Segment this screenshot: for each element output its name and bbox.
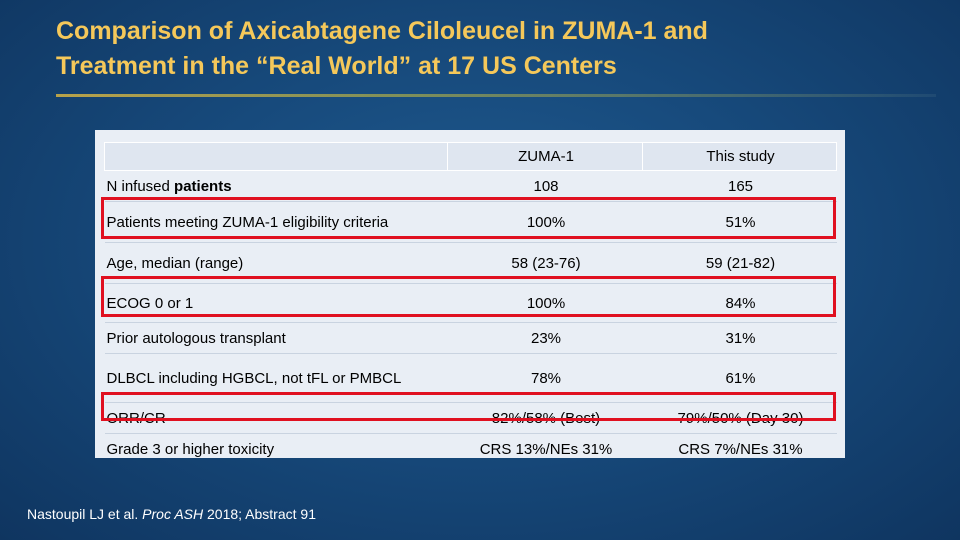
header-blank [104, 142, 448, 171]
highlight-box-orr [101, 392, 836, 421]
citation-details: 2018; Abstract 91 [203, 506, 316, 522]
cell-this-study: 165 [642, 170, 837, 202]
table-row: N infused patients 108 165 [104, 170, 837, 202]
cell-zuma1: CRS 13%/NEs 31% [479, 440, 613, 458]
citation-journal: Proc ASH [142, 506, 204, 522]
cell-this-study: CRS 7%/NEs 31% [678, 440, 803, 458]
cell-this-study: 31% [642, 322, 837, 354]
row-label-bold: patients [174, 177, 232, 195]
row-label: Prior autologous transplant [104, 322, 448, 354]
row-label: N infused patients [104, 170, 448, 202]
row-label: Grade 3 or higher toxicity [106, 440, 275, 458]
slide-title-line1: Comparison of Axicabtagene Ciloleucel in… [56, 17, 708, 45]
table-row: Grade 3 or higher toxicity CRS 13%/NEs 3… [105, 434, 837, 465]
header-this-study: This study [642, 142, 837, 171]
cell-zuma1: 108 [447, 170, 643, 202]
header-zuma1: ZUMA-1 [447, 142, 643, 171]
highlight-box-ecog [101, 276, 836, 317]
slide-title: Comparison of Axicabtagene Ciloleucel in… [56, 14, 916, 84]
highlight-box-eligibility [101, 197, 836, 239]
title-divider [56, 94, 936, 97]
table-header-row: ZUMA-1 This study [104, 142, 837, 171]
table-row: Prior autologous transplant 23% 31% [104, 322, 837, 354]
slide-title-line2: Treatment in the “Real World” at 17 US C… [56, 52, 617, 80]
citation-authors: Nastoupil LJ et al. [27, 506, 143, 522]
citation: Nastoupil LJ et al. Proc ASH 2018; Abstr… [27, 506, 316, 522]
row-label-text: N infused [106, 177, 175, 195]
cell-zuma1: 23% [447, 322, 643, 354]
